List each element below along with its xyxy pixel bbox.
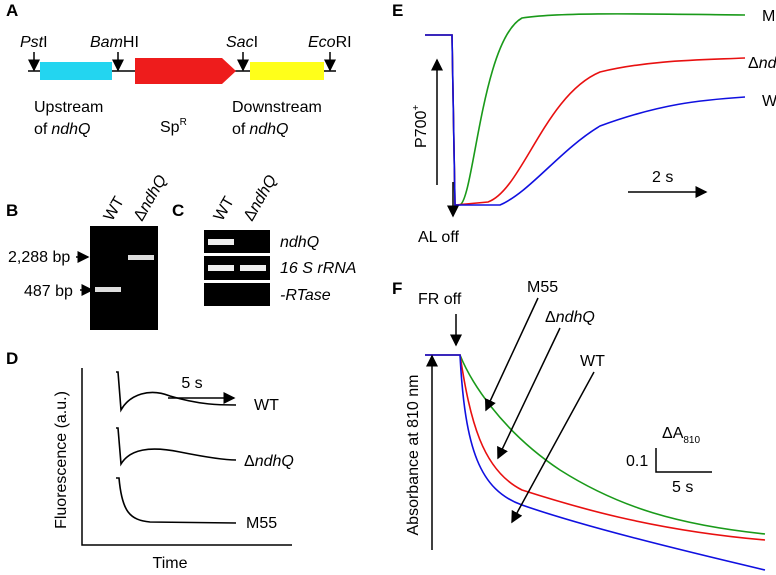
lane-label: WT <box>211 194 238 224</box>
label: Downstream <box>232 99 322 116</box>
gel <box>204 230 270 253</box>
marker-box <box>135 58 236 84</box>
panel-letter: F <box>392 279 402 298</box>
scale-label: 5 s <box>672 479 693 496</box>
site-label: BamHI <box>90 34 139 51</box>
band <box>208 239 234 245</box>
panel-letter: B <box>6 201 18 220</box>
trace <box>425 354 766 541</box>
scale-label: ΔA810 <box>662 425 700 446</box>
trace <box>425 354 766 535</box>
text-part: + <box>411 105 422 111</box>
text-part: ndhQ <box>255 453 294 470</box>
text-part: Sp <box>160 119 180 136</box>
axes <box>81 368 292 546</box>
band <box>240 265 266 271</box>
trace <box>425 13 746 206</box>
trace <box>425 354 766 571</box>
trace <box>116 427 237 467</box>
site-label: PstI <box>20 34 48 51</box>
label: Upstream <box>34 99 103 116</box>
trace-label: M55 <box>527 279 558 296</box>
y-label: P700+ <box>411 105 430 148</box>
text-part: of <box>34 121 48 138</box>
event-label: FR off <box>418 291 462 308</box>
band <box>95 287 121 292</box>
text-part: P700 <box>413 111 430 148</box>
band <box>128 255 154 260</box>
trace <box>116 477 237 524</box>
text-part: ndhQ <box>246 172 280 214</box>
lane-label: ΔndhQ <box>131 172 171 224</box>
text-part: Pst <box>20 34 44 51</box>
text-part: ndhQ <box>51 121 90 138</box>
text-part: I <box>43 34 47 51</box>
label: of ndhQ <box>232 121 288 138</box>
panel-letter: C <box>172 201 184 220</box>
trace-label: WT <box>580 353 605 370</box>
gel <box>90 226 158 330</box>
y-label: Absorbance at 810 nm <box>405 375 422 536</box>
trace-label: M55 <box>762 8 776 25</box>
x-label: Time <box>153 555 188 572</box>
panel-letter: E <box>392 1 403 20</box>
label: SpR <box>160 117 187 136</box>
text-part: ndhQ <box>136 172 170 214</box>
event-label: AL off <box>418 229 459 246</box>
site-label: SacI <box>226 34 258 51</box>
text-part: Δ <box>244 453 255 470</box>
text-part: ndhQ <box>556 309 595 326</box>
text-part: Eco <box>308 34 336 51</box>
text-part: ndhQ <box>249 121 288 138</box>
panel-letter: A <box>6 1 18 20</box>
text-part: 810 <box>683 435 700 446</box>
scale-label: 5 s <box>181 375 202 392</box>
text-part: Δ <box>545 309 556 326</box>
text-part: I <box>254 34 258 51</box>
row-label: ndhQ <box>280 234 319 251</box>
scale-bar <box>655 448 712 473</box>
scale-label: 0.1 <box>626 453 648 470</box>
upstream-box <box>40 62 112 80</box>
trace <box>425 34 746 206</box>
text-part: Δ <box>748 55 759 72</box>
lane-label: WT <box>101 194 128 224</box>
y-label: Fluorescence (a.u.) <box>53 391 70 529</box>
trace-label: WT <box>762 93 776 110</box>
downstream-box <box>250 62 324 80</box>
trace-label: ΔndhQ <box>244 453 294 470</box>
trace-label: ΔndhQ <box>748 55 776 72</box>
row-label: -RTase <box>280 287 331 304</box>
size-label: 2,288 bp <box>8 249 70 266</box>
text-part: of <box>232 121 246 138</box>
site-label: EcoRI <box>308 34 352 51</box>
trace <box>425 34 746 206</box>
panel-letter: D <box>6 349 18 368</box>
size-label: 487 bp <box>24 283 73 300</box>
trace-label: WT <box>254 397 279 414</box>
lane-label: ΔndhQ <box>241 172 281 224</box>
text-part: Sac <box>226 34 254 51</box>
text-part: ndhQ <box>759 55 776 72</box>
band <box>208 265 234 271</box>
trace-label: M55 <box>246 515 277 532</box>
text-part: HI <box>123 34 139 51</box>
text-part: Bam <box>90 34 123 51</box>
label: of ndhQ <box>34 121 90 138</box>
text-part: RI <box>336 34 352 51</box>
trace-label: ΔndhQ <box>545 309 595 326</box>
text-part: R <box>180 117 187 128</box>
row-label: 16 S rRNA <box>280 260 356 277</box>
scale-label: 2 s <box>652 169 673 186</box>
gel <box>204 283 270 306</box>
text-part: ΔA <box>662 425 684 442</box>
site-arrows <box>28 52 336 72</box>
trace <box>116 371 237 413</box>
label-arrows <box>484 297 595 524</box>
